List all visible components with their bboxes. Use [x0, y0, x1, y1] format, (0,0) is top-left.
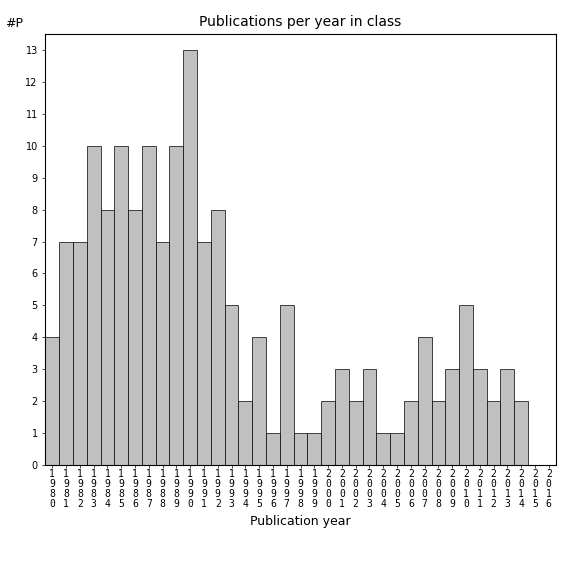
Bar	[128, 210, 142, 465]
Bar	[73, 242, 87, 465]
Bar	[183, 50, 197, 465]
Bar	[404, 401, 418, 465]
Bar	[431, 401, 445, 465]
Bar	[376, 433, 390, 465]
Bar	[45, 337, 59, 465]
Bar	[280, 306, 294, 465]
Text: #P: #P	[5, 16, 23, 29]
Bar	[349, 401, 362, 465]
Bar	[501, 369, 514, 465]
Bar	[459, 306, 473, 465]
Bar	[156, 242, 170, 465]
Bar	[87, 146, 100, 465]
Bar	[294, 433, 307, 465]
Bar	[115, 146, 128, 465]
Title: Publications per year in class: Publications per year in class	[200, 15, 401, 29]
Bar	[170, 146, 183, 465]
Bar	[390, 433, 404, 465]
Bar	[445, 369, 459, 465]
Bar	[59, 242, 73, 465]
Bar	[100, 210, 115, 465]
Bar	[473, 369, 486, 465]
Bar	[307, 433, 321, 465]
Bar	[486, 401, 501, 465]
Bar	[252, 337, 266, 465]
Bar	[211, 210, 225, 465]
X-axis label: Publication year: Publication year	[250, 515, 351, 528]
Bar	[321, 401, 335, 465]
Bar	[225, 306, 239, 465]
Bar	[335, 369, 349, 465]
Bar	[418, 337, 431, 465]
Bar	[514, 401, 528, 465]
Bar	[142, 146, 156, 465]
Bar	[239, 401, 252, 465]
Bar	[197, 242, 211, 465]
Bar	[362, 369, 376, 465]
Bar	[266, 433, 280, 465]
